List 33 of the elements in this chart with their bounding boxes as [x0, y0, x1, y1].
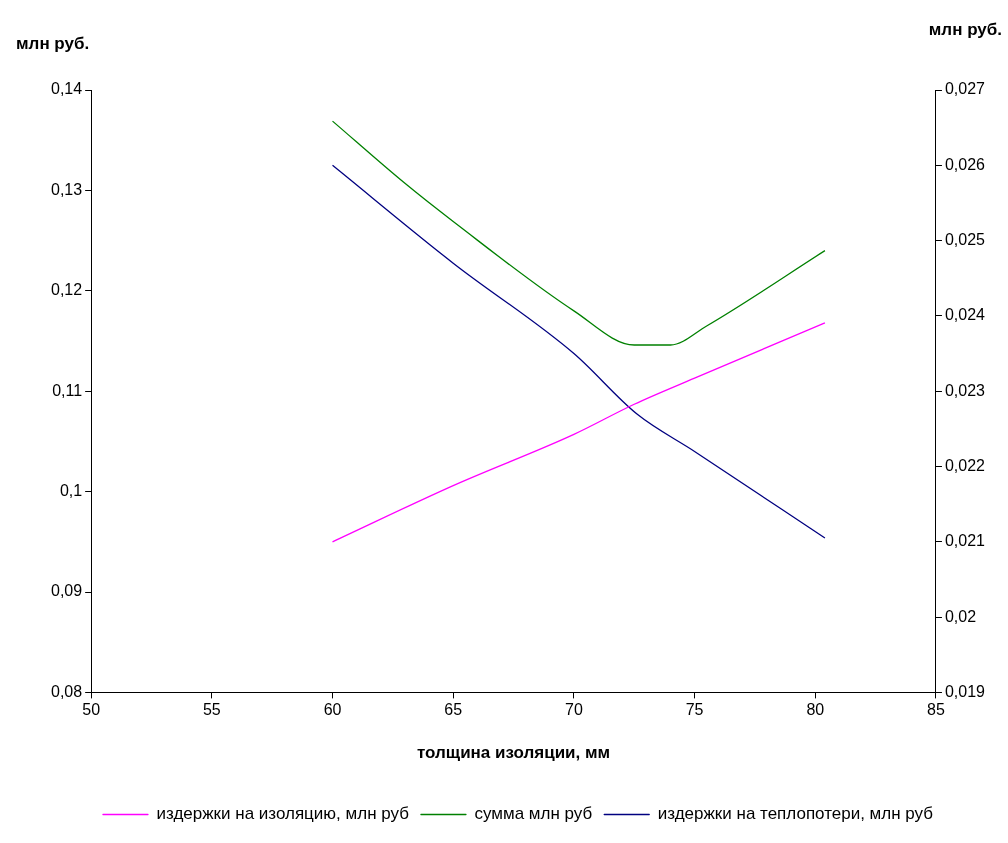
y-tick-label: 0,08	[51, 682, 83, 700]
y-tick-label: 0,09	[51, 582, 83, 600]
y2-tick-label: 0,022	[944, 456, 986, 474]
y2-tick-label: 0,021	[944, 532, 986, 550]
legend-label: сумма млн руб	[474, 804, 593, 824]
y-tick-label: 0,12	[51, 281, 83, 299]
x-tick-label: 80	[806, 701, 825, 719]
x-tick-label: 70	[565, 701, 583, 719]
y-tick-label: 0,11	[52, 381, 83, 399]
y2-tick-label: 0,02	[944, 607, 977, 625]
y2-tick-label: 0,024	[944, 306, 986, 324]
line-series	[331, 120, 826, 346]
x-tick-label: 85	[927, 701, 945, 719]
line-series	[331, 322, 826, 543]
y-axis-title: млн руб.	[16, 34, 90, 54]
y-tick-label: 0,13	[51, 180, 83, 198]
legend-label: издержки на изоляцию, млн руб	[156, 804, 410, 824]
line-series	[331, 164, 826, 539]
y2-tick-label: 0,023	[944, 381, 986, 399]
y-tick-label: 0,1	[59, 482, 83, 500]
x-axis-title: толщина изоляции, мм	[416, 743, 611, 763]
y2-tick-label: 0,019	[944, 682, 986, 700]
x-tick-label: 65	[444, 701, 463, 719]
x-tick-label: 60	[323, 701, 342, 719]
x-tick-label: 75	[685, 701, 704, 719]
x-tick-label: 55	[202, 701, 221, 719]
y-tick-label: 0,14	[51, 80, 83, 98]
legend-label: издержки на теплопотери, млн руб	[657, 804, 934, 824]
y2-axis-title: млн руб.	[928, 20, 1002, 40]
y2-tick-label: 0,027	[944, 80, 986, 98]
y2-tick-label: 0,026	[944, 155, 986, 173]
y2-tick-label: 0,025	[944, 231, 986, 249]
x-tick-label: 50	[82, 701, 101, 719]
